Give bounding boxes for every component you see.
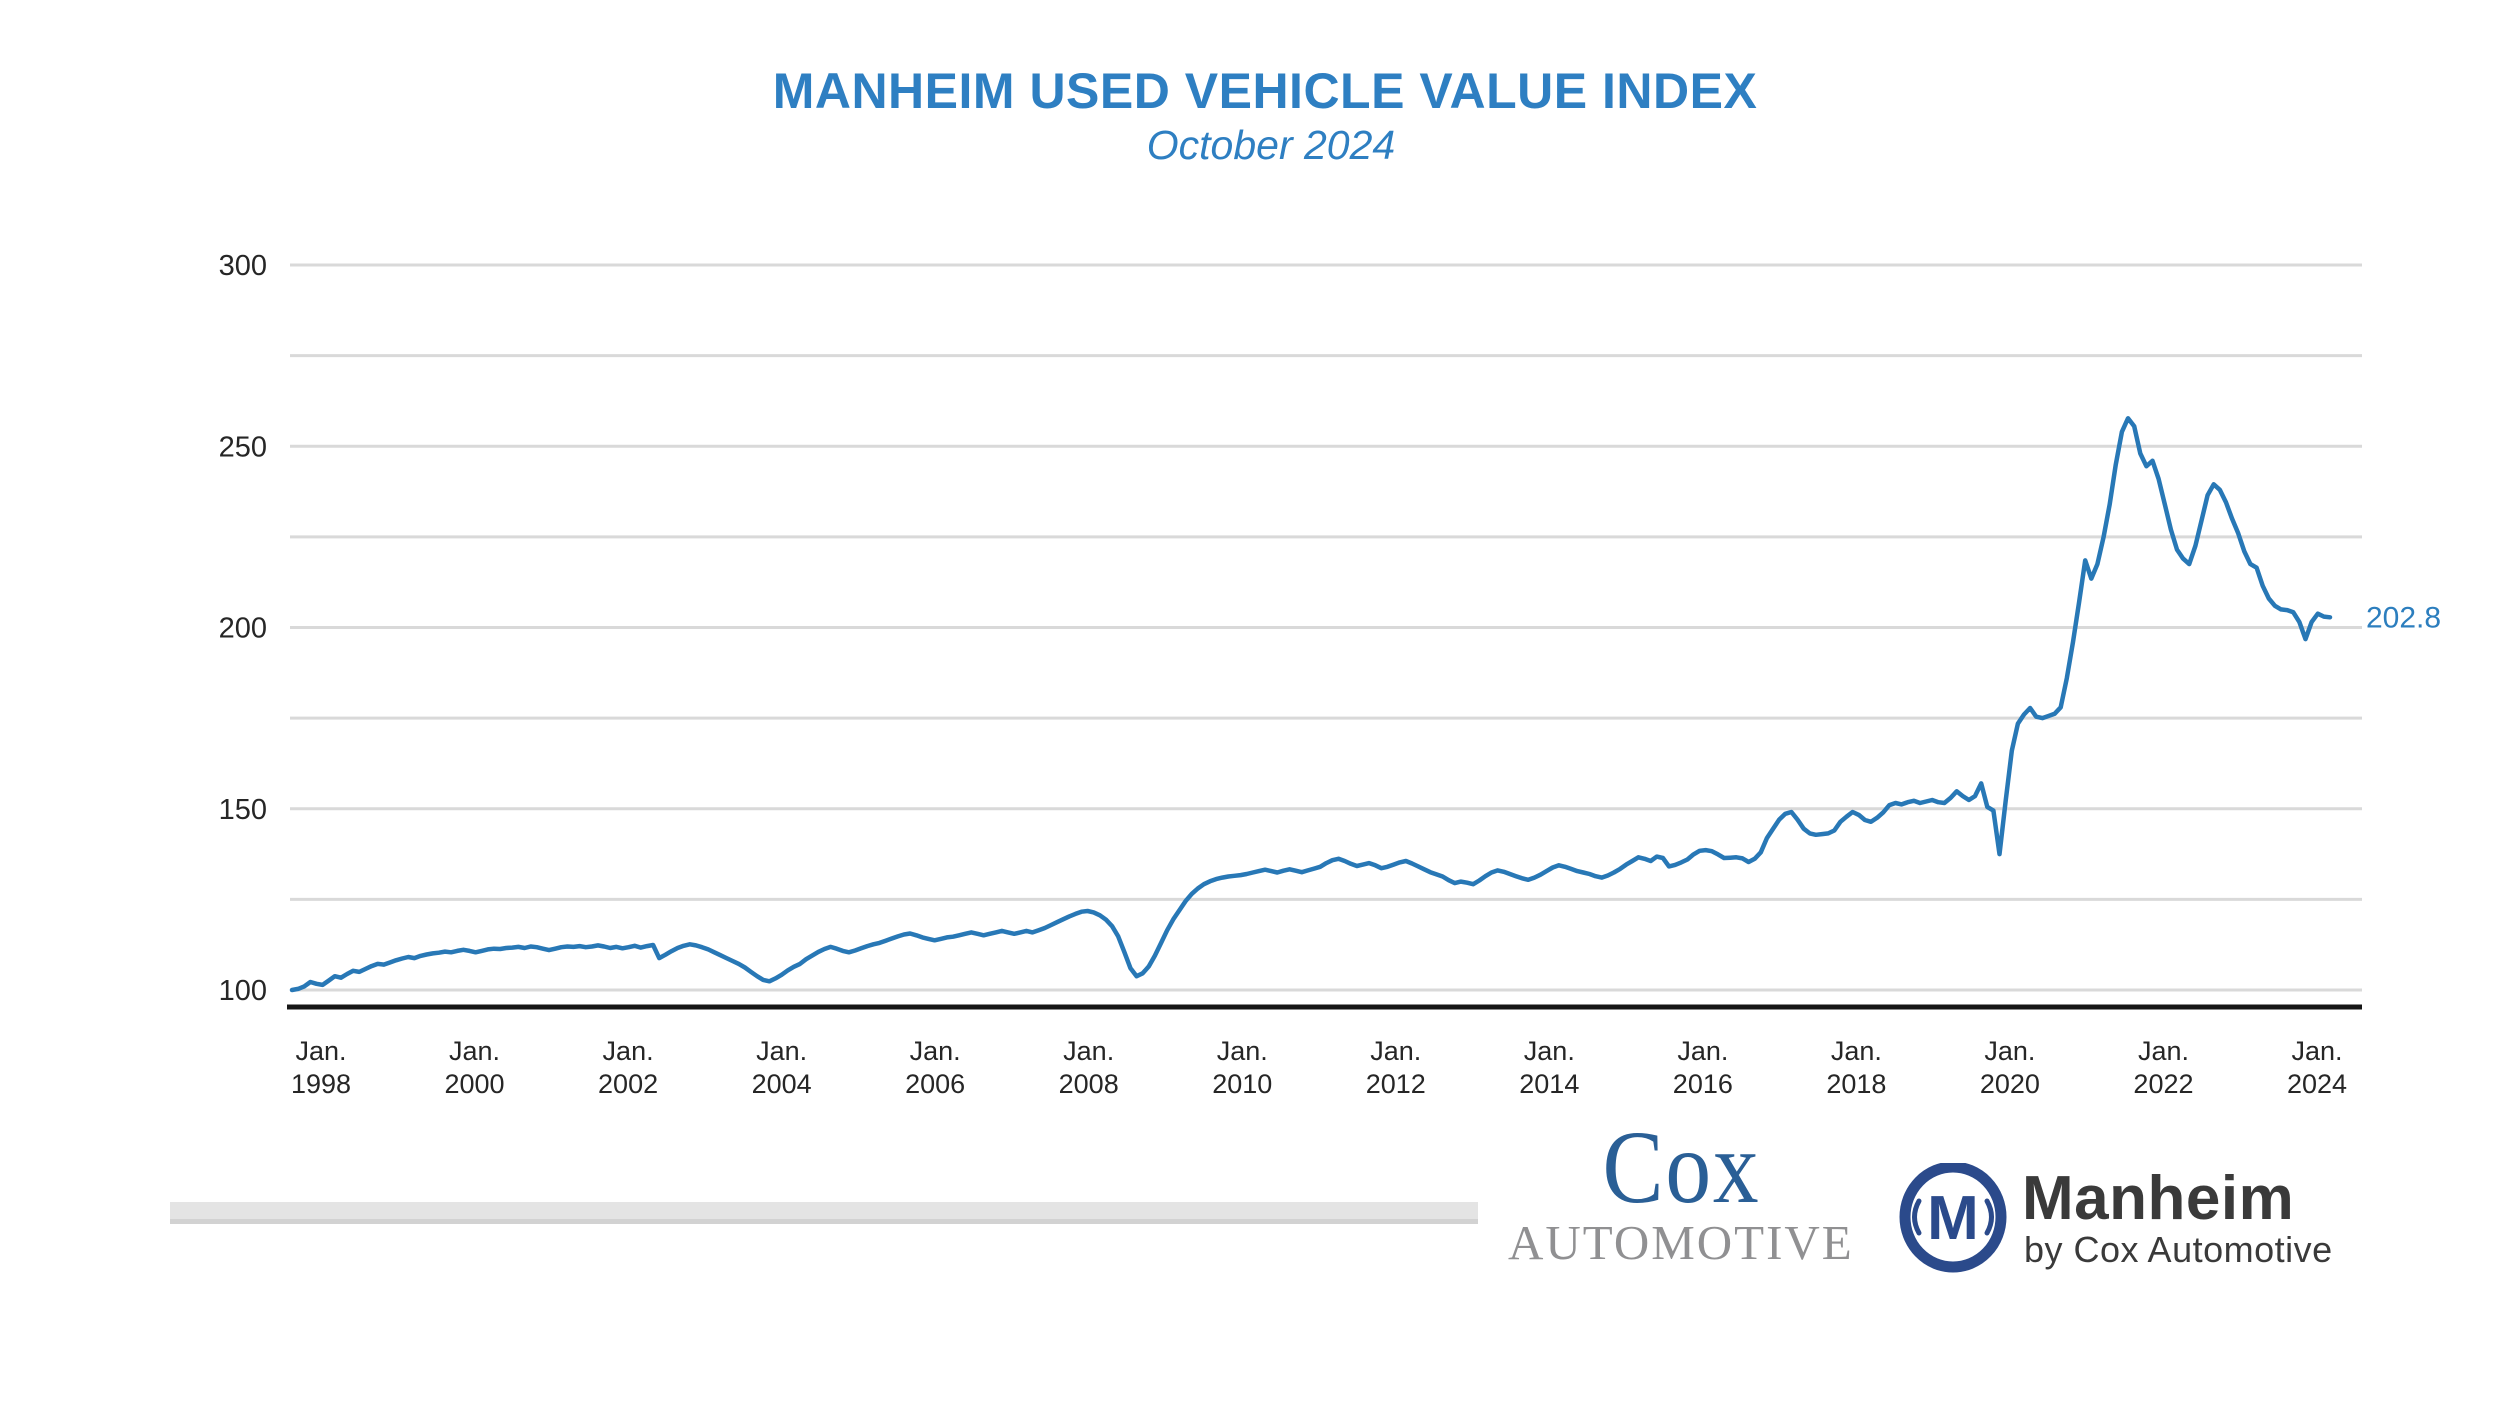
y-axis-tick-label: 300 <box>219 250 267 282</box>
page-title: MANHEIM USED VEHICLE VALUE INDEX <box>772 63 1758 119</box>
x-axis-tick-label: Jan. 2000 <box>444 1036 504 1099</box>
manheim-logo: M Manheim by Cox Automotive <box>1898 1163 2358 1293</box>
manheim-m-circle-icon: M <box>1899 1163 2007 1273</box>
page-subtitle: October 2024 <box>1146 122 1396 168</box>
x-axis-tick-label: Jan. 2022 <box>2133 1036 2193 1099</box>
x-axis-tick-label: Jan. 2006 <box>905 1036 965 1099</box>
x-axis-tick-label: Jan. 2024 <box>2287 1036 2347 1099</box>
x-axis-tick-label: Jan. 2014 <box>1519 1036 1579 1099</box>
y-axis-tick-label: 250 <box>219 431 267 463</box>
x-axis-tick-label: Jan. 2018 <box>1826 1036 1886 1099</box>
manheim-tagline: by Cox Automotive <box>2024 1229 2333 1270</box>
footer-divider-bar <box>170 1202 1478 1224</box>
y-axis-tick-label: 200 <box>219 613 267 645</box>
x-axis-tick-label: Jan. 2010 <box>1212 1036 1272 1099</box>
x-axis-tick-label: Jan. 2016 <box>1673 1036 1733 1099</box>
index-line-series <box>289 416 2333 993</box>
cox-wordmark: Cox <box>1602 1110 1761 1225</box>
x-axis-tick-label: Jan. 2020 <box>1980 1036 2040 1099</box>
last-value-label: 202.8 <box>2366 601 2441 634</box>
cox-automotive-wordmark: AUTOMOTIVE <box>1508 1215 1854 1270</box>
x-axis-tick-label: Jan. 1998 <box>291 1036 351 1099</box>
x-axis-tick-label: Jan. 2002 <box>598 1036 658 1099</box>
x-axis-tick-label: Jan. 2012 <box>1366 1036 1426 1099</box>
y-axis-tick-label: 150 <box>219 794 267 826</box>
manheim-monogram: M <box>1927 1184 1979 1253</box>
x-axis-tick-label: Jan. 2008 <box>1059 1036 1119 1099</box>
manheim-name: Manheim <box>2022 1164 2295 1233</box>
x-axis-tick-label: Jan. 2004 <box>752 1036 812 1099</box>
y-axis-tick-label: 100 <box>219 975 267 1007</box>
